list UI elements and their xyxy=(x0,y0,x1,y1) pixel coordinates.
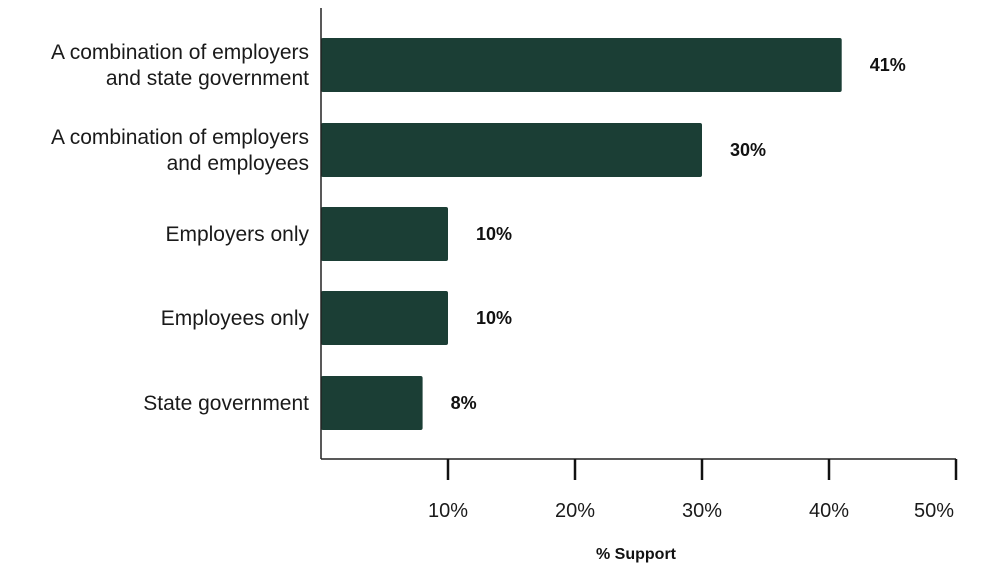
bar xyxy=(321,291,448,345)
axes xyxy=(320,8,956,460)
bar-value-label: 10% xyxy=(476,224,512,244)
x-tick-label: 10% xyxy=(428,500,468,522)
x-tick-label: 20% xyxy=(555,500,595,522)
category-label: A combination of employers xyxy=(51,41,309,64)
x-axis-title: % Support xyxy=(596,546,677,563)
category-label: and employees xyxy=(167,152,309,175)
category-label: Employees only xyxy=(161,307,310,330)
bar-value-label: 8% xyxy=(451,393,477,413)
category-label: and state government xyxy=(106,67,309,90)
bar-value-label: 10% xyxy=(476,308,512,328)
bar-value-label: 41% xyxy=(870,55,906,75)
bars xyxy=(321,38,842,430)
category-labels: A combination of employers and state gove… xyxy=(51,41,309,415)
bar xyxy=(321,38,842,92)
category-label: State government xyxy=(143,392,309,415)
x-tick-label: 30% xyxy=(682,500,722,522)
x-tick-label: 40% xyxy=(809,500,849,522)
value-labels: 41% 30% 10% 10% 8% xyxy=(451,55,906,413)
x-ticks: 10% 20% 30% 40% 50% xyxy=(428,459,958,522)
category-label: Employers only xyxy=(165,223,309,246)
bar xyxy=(321,376,423,430)
x-tick-label: 50% xyxy=(914,500,954,522)
bar-value-label: 30% xyxy=(730,140,766,160)
bar xyxy=(321,123,702,177)
category-label: A combination of employers xyxy=(51,126,309,149)
bar xyxy=(321,207,448,261)
